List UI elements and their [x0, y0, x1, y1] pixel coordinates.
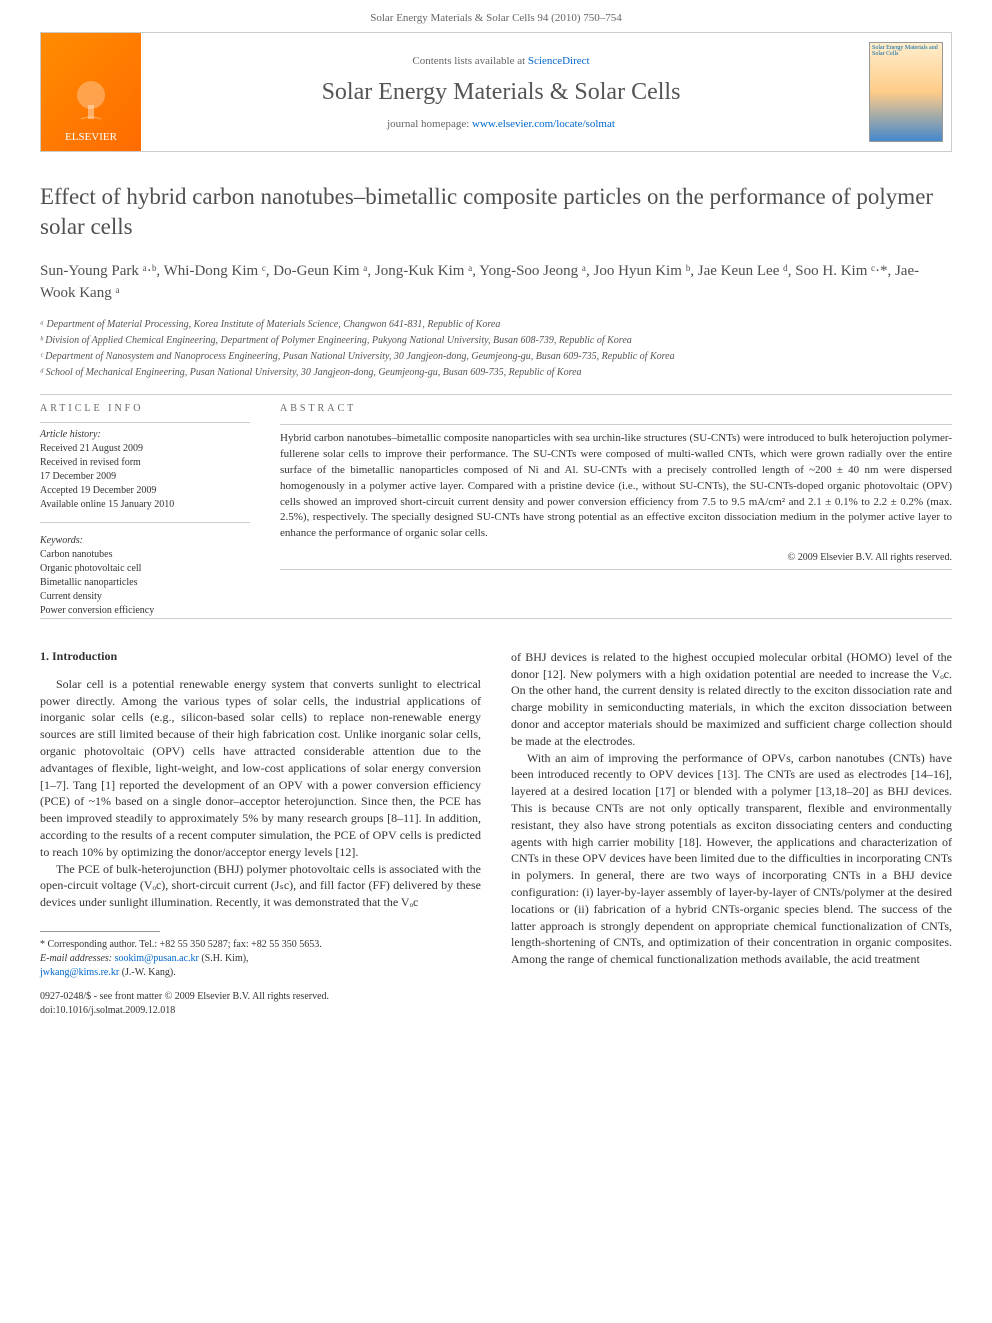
keyword-3: Bimetallic nanoparticles — [40, 576, 250, 590]
affiliation-b: ᵇ Division of Applied Chemical Engineeri… — [40, 333, 952, 348]
journal-title: Solar Energy Materials & Solar Cells — [322, 79, 681, 106]
keyword-1: Carbon nanotubes — [40, 548, 250, 562]
abstract-column: ABSTRACT Hybrid carbon nanotubes–bimetal… — [280, 403, 952, 618]
doi-block: 0927-0248/$ - see front matter © 2009 El… — [40, 990, 481, 1018]
article-info: ARTICLE INFO Article history: Received 2… — [40, 403, 250, 618]
abstract-heading: ABSTRACT — [280, 403, 952, 414]
affiliation-d: ᵈ School of Mechanical Engineering, Pusa… — [40, 365, 952, 380]
history-items: Received 21 August 2009 Received in revi… — [40, 442, 250, 512]
divider — [40, 522, 250, 523]
keyword-5: Power conversion efficiency — [40, 604, 250, 618]
affiliation-a: ᵃ Department of Material Processing, Kor… — [40, 317, 952, 332]
banner-center: Contents lists available at ScienceDirec… — [141, 33, 861, 151]
email-name-1: (S.H. Kim), — [199, 953, 249, 964]
affiliations: ᵃ Department of Material Processing, Kor… — [40, 317, 952, 380]
contents-prefix: Contents lists available at — [412, 55, 527, 67]
running-header: Solar Energy Materials & Solar Cells 94 … — [0, 0, 992, 32]
history-online: Available online 15 January 2010 — [40, 498, 250, 512]
journal-cover-thumb: Solar Energy Materials and Solar Cells — [869, 42, 943, 142]
homepage-prefix: journal homepage: — [387, 118, 472, 130]
journal-banner: ELSEVIER Contents lists available at Sci… — [40, 32, 952, 152]
elsevier-tree-icon — [66, 77, 116, 127]
affiliation-c: ᶜ Department of Nanosystem and Nanoproce… — [40, 349, 952, 364]
info-abstract-row: ARTICLE INFO Article history: Received 2… — [40, 403, 952, 618]
corresponding-author: * Corresponding author. Tel.: +82 55 350… — [40, 938, 481, 952]
history-accepted: Accepted 19 December 2009 — [40, 484, 250, 498]
email-addresses: E-mail addresses: sookim@pusan.ac.kr (S.… — [40, 952, 481, 966]
front-matter-line: 0927-0248/$ - see front matter © 2009 El… — [40, 990, 481, 1004]
article-title: Effect of hybrid carbon nanotubes–bimeta… — [40, 182, 952, 242]
left-column: 1. Introduction Solar cell is a potentia… — [40, 649, 481, 1018]
footnote-separator — [40, 931, 160, 932]
history-received: Received 21 August 2009 — [40, 442, 250, 456]
history-label: Article history: — [40, 429, 250, 440]
footnotes: * Corresponding author. Tel.: +82 55 350… — [40, 938, 481, 980]
sciencedirect-link[interactable]: ScienceDirect — [528, 55, 590, 67]
keywords-label: Keywords: — [40, 535, 250, 546]
history-revised-line2: 17 December 2009 — [40, 470, 250, 484]
divider — [40, 394, 952, 395]
email-label: E-mail addresses: — [40, 953, 115, 964]
email-link-1[interactable]: sookim@pusan.ac.kr — [115, 953, 199, 964]
section-1-heading: 1. Introduction — [40, 649, 481, 664]
divider — [280, 424, 952, 425]
right-column: of BHJ devices is related to the highest… — [511, 649, 952, 1018]
main-text-columns: 1. Introduction Solar cell is a potentia… — [40, 649, 952, 1018]
intro-para-3: of BHJ devices is related to the highest… — [511, 649, 952, 750]
divider — [40, 422, 250, 423]
publisher-panel: ELSEVIER — [41, 33, 141, 151]
intro-para-2: The PCE of bulk-heterojunction (BHJ) pol… — [40, 861, 481, 911]
intro-para-1: Solar cell is a potential renewable ener… — [40, 676, 481, 861]
article-info-heading: ARTICLE INFO — [40, 403, 250, 414]
publisher-name: ELSEVIER — [65, 131, 117, 143]
keywords-items: Carbon nanotubes Organic photovoltaic ce… — [40, 548, 250, 618]
divider — [40, 618, 952, 619]
homepage-link[interactable]: www.elsevier.com/locate/solmat — [472, 118, 615, 130]
article-body: Effect of hybrid carbon nanotubes–bimeta… — [0, 152, 992, 1038]
history-revised-line1: Received in revised form — [40, 456, 250, 470]
email-line-2: jwkang@kims.re.kr (J.-W. Kang). — [40, 966, 481, 980]
author-list: Sun-Young Park ᵃ·ᵇ, Whi-Dong Kim ᶜ, Do-G… — [40, 260, 952, 305]
keyword-2: Organic photovoltaic cell — [40, 562, 250, 576]
abstract-copyright: © 2009 Elsevier B.V. All rights reserved… — [280, 552, 952, 563]
cover-panel: Solar Energy Materials and Solar Cells — [861, 33, 951, 151]
doi-line: doi:10.1016/j.solmat.2009.12.018 — [40, 1004, 481, 1018]
contents-available: Contents lists available at ScienceDirec… — [412, 55, 589, 67]
abstract-text: Hybrid carbon nanotubes–bimetallic compo… — [280, 431, 952, 543]
keyword-4: Current density — [40, 590, 250, 604]
divider — [280, 569, 952, 570]
email-name-2: (J.-W. Kang). — [119, 967, 176, 978]
journal-homepage: journal homepage: www.elsevier.com/locat… — [387, 118, 615, 130]
email-link-2[interactable]: jwkang@kims.re.kr — [40, 967, 119, 978]
intro-para-4: With an aim of improving the performance… — [511, 750, 952, 968]
